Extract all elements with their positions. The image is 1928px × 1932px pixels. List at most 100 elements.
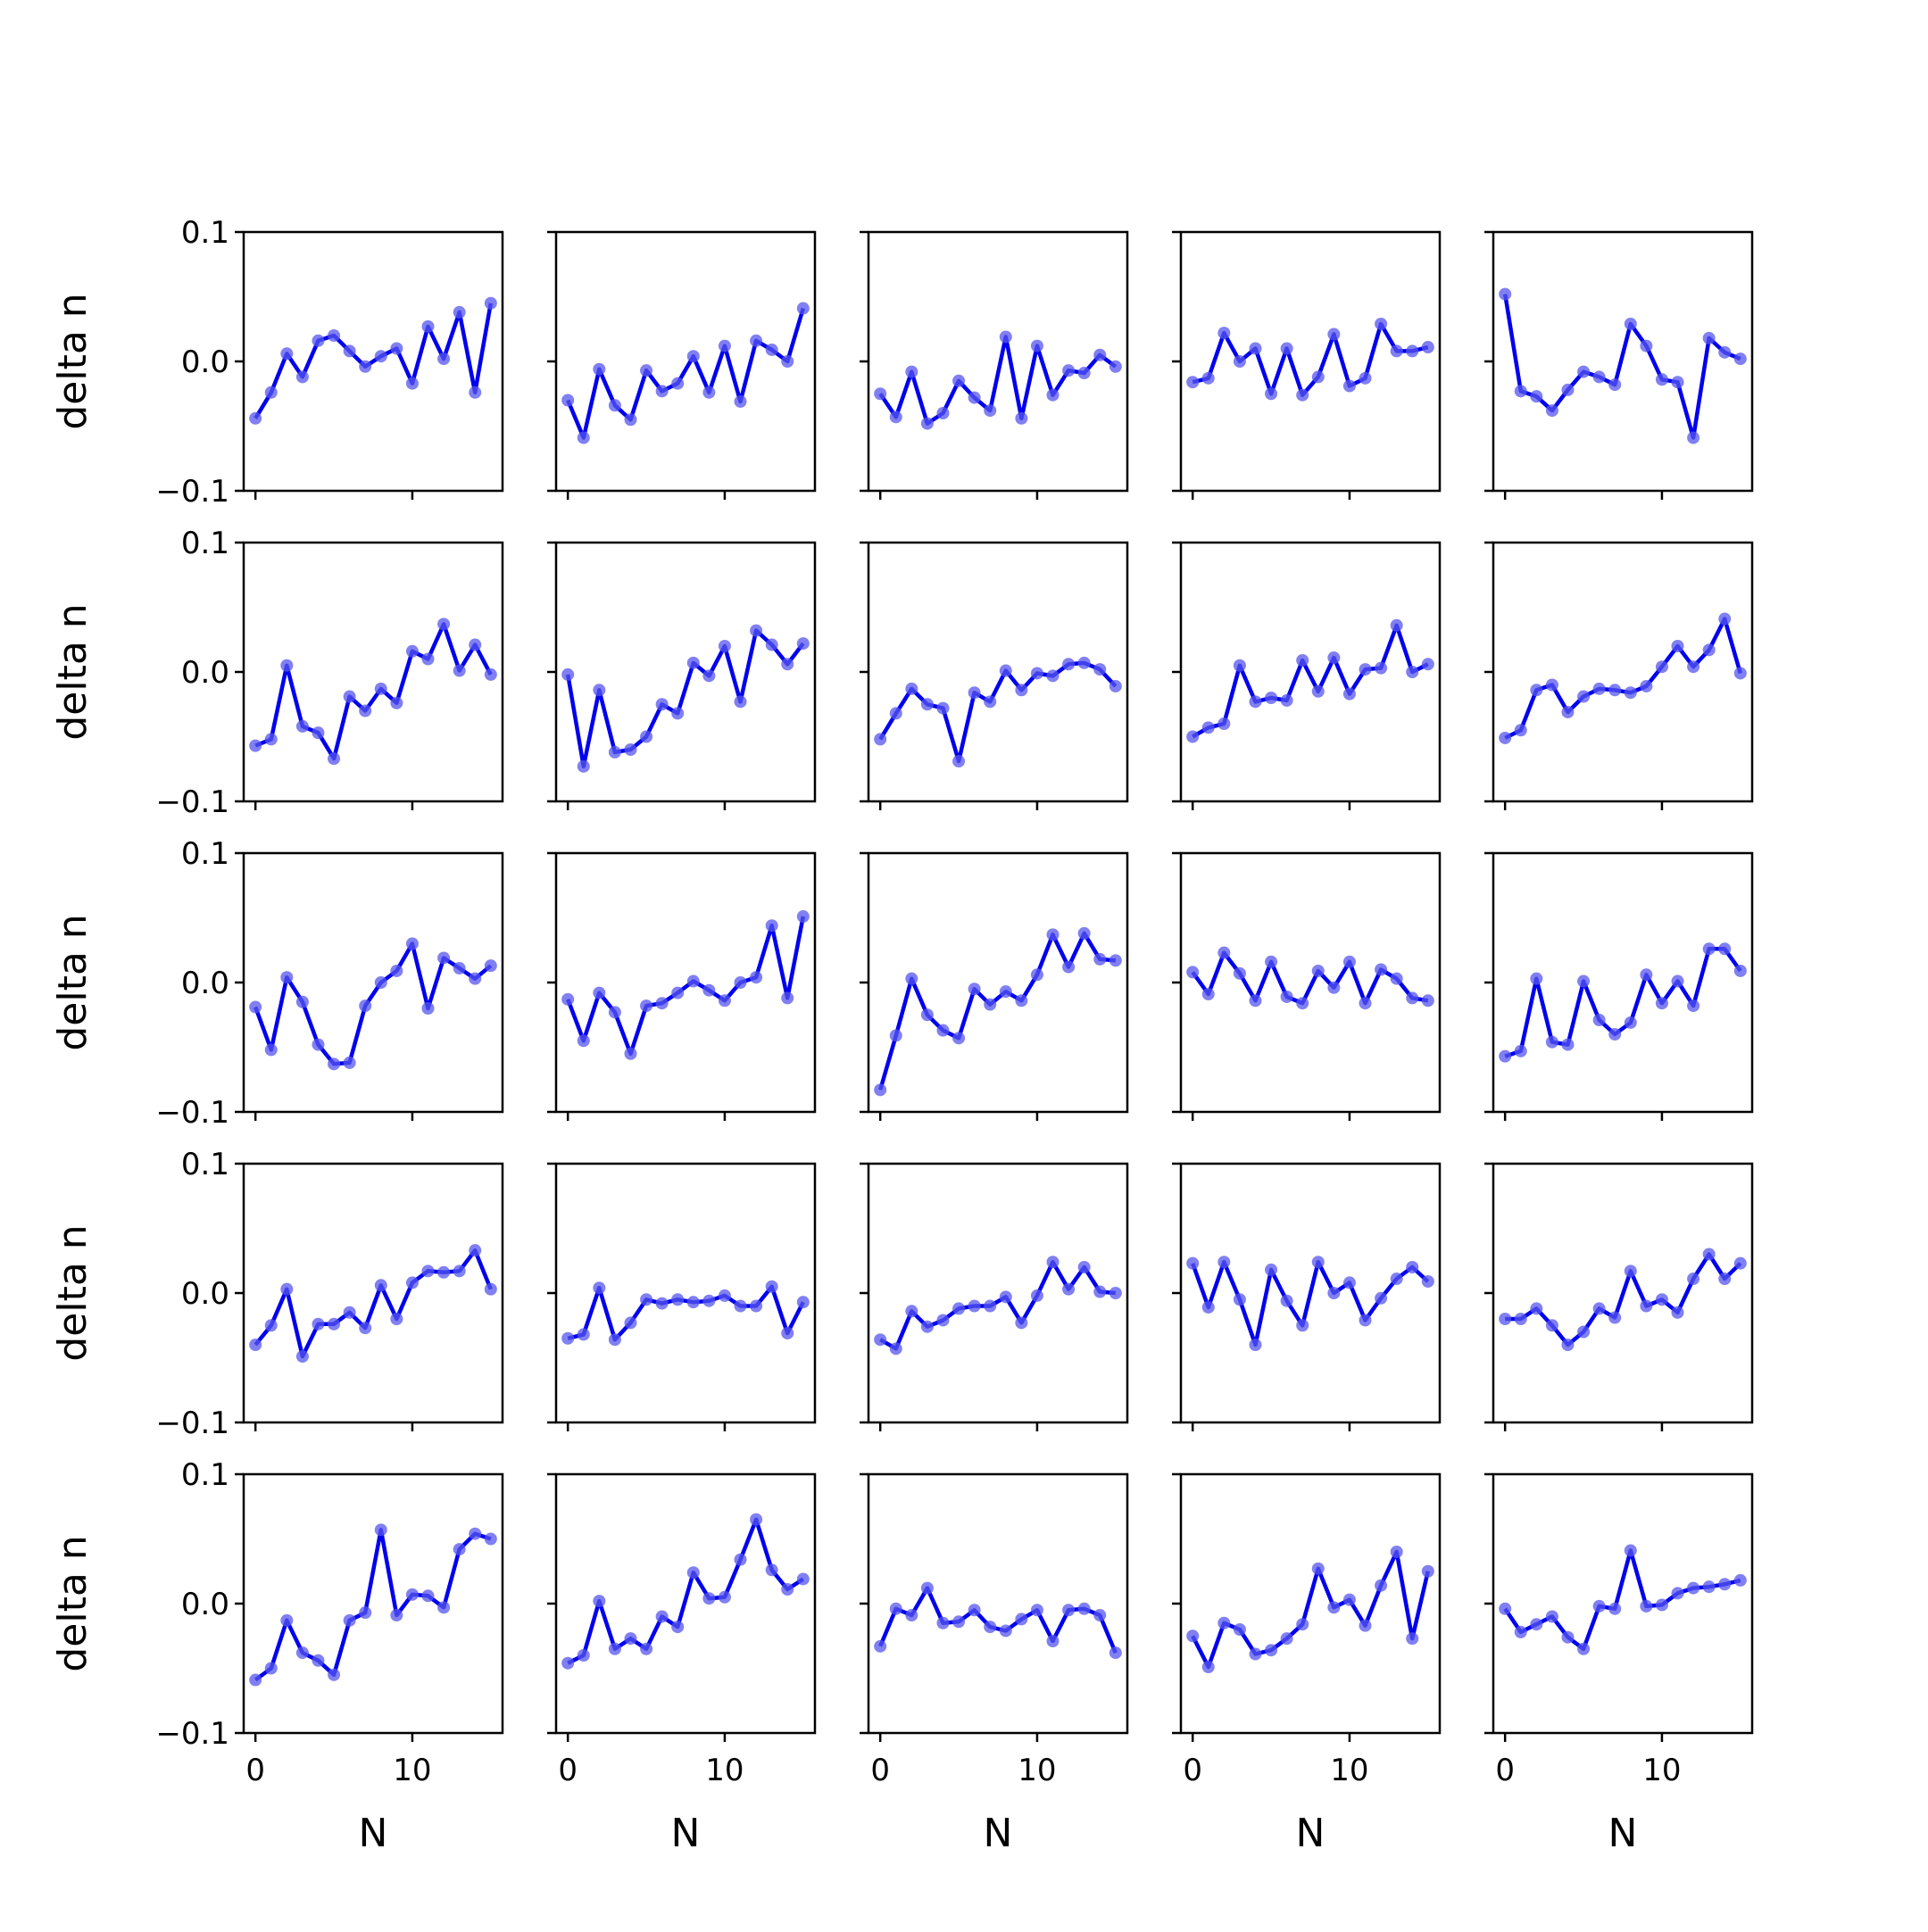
panel-r4-c1: −0.1 0.0 0.1 delta n: [50, 1147, 504, 1441]
data-point: [1296, 997, 1309, 1010]
data-point: [1093, 1285, 1107, 1298]
panel-r4-c5: [1484, 1162, 1754, 1431]
data-point: [1311, 370, 1325, 384]
data-point: [1608, 1602, 1622, 1615]
data-point: [1733, 352, 1747, 366]
data-point: [1046, 1635, 1060, 1648]
data-point: [1342, 379, 1356, 393]
data-point: [889, 410, 902, 424]
y-tick-label: 0.0: [181, 966, 229, 1001]
data-point: [1421, 1564, 1434, 1578]
data-point: [734, 695, 747, 709]
data-point: [1545, 678, 1558, 692]
data-point: [249, 739, 262, 752]
data-point: [640, 730, 653, 743]
data-point: [1109, 1646, 1122, 1660]
data-point: [1342, 687, 1356, 701]
axes-frame: [554, 541, 817, 803]
panel-r1-c4: [1172, 230, 1442, 500]
data-point: [1406, 344, 1419, 358]
data-point: [469, 638, 482, 651]
axes-frame: [867, 1162, 1129, 1424]
data-point: [1702, 331, 1716, 344]
data-point: [1390, 972, 1403, 985]
data-point: [1015, 684, 1028, 697]
data-point: [968, 1604, 981, 1617]
data-point: [1702, 643, 1716, 657]
y-tick-label: 0.1: [181, 1457, 229, 1493]
data-point: [968, 1299, 981, 1313]
data-point: [1577, 1642, 1591, 1655]
y-tick-label: 0.1: [181, 526, 229, 561]
data-point: [671, 1621, 685, 1634]
data-point: [437, 1601, 451, 1614]
data-point: [328, 1057, 341, 1071]
data-point: [952, 1032, 966, 1045]
data-point: [1640, 679, 1653, 692]
data-point: [765, 919, 778, 933]
data-point: [374, 682, 387, 695]
y-tick-label: −0.1: [155, 474, 229, 510]
data-point: [1671, 1587, 1684, 1600]
panel-r2-c2: [547, 541, 817, 810]
data-point: [968, 983, 981, 996]
data-point: [1046, 928, 1060, 941]
data-point: [1624, 1016, 1637, 1029]
data-point: [1718, 1578, 1732, 1591]
data-point: [1093, 1609, 1107, 1622]
data-point: [1077, 656, 1091, 669]
data-point: [984, 998, 997, 1011]
data-point: [1655, 1293, 1668, 1306]
data-point: [453, 1265, 466, 1278]
data-point: [1030, 339, 1043, 352]
axes-frame: [242, 851, 504, 1114]
data-point: [1265, 1263, 1278, 1276]
data-point: [1390, 1273, 1403, 1286]
series-line: [567, 1517, 805, 1665]
data-point: [1375, 661, 1388, 675]
data-point: [437, 1265, 451, 1279]
data-point: [390, 1609, 403, 1622]
panel-r5-c4: 0 10N: [1172, 1472, 1442, 1856]
data-point: [640, 1293, 653, 1306]
data-point: [874, 387, 887, 401]
data-point: [999, 1290, 1012, 1304]
data-point: [1233, 966, 1246, 980]
data-point: [1671, 974, 1684, 988]
data-point: [1577, 365, 1591, 378]
data-point: [280, 1282, 294, 1296]
data-point: [1733, 964, 1747, 977]
data-point: [905, 365, 918, 378]
data-point: [577, 1034, 590, 1048]
data-point: [374, 1523, 387, 1537]
data-point: [1265, 387, 1278, 401]
data-point: [1718, 1273, 1732, 1286]
series-line: [1192, 321, 1429, 397]
data-point: [1327, 1287, 1341, 1299]
data-point: [734, 976, 747, 989]
data-point: [905, 682, 918, 695]
data-point: [874, 1333, 887, 1347]
data-point: [1015, 994, 1028, 1007]
x-axis-label: N: [671, 1811, 701, 1856]
data-point: [1375, 1291, 1388, 1305]
data-point: [1311, 1562, 1325, 1575]
data-point: [1608, 684, 1622, 697]
data-point: [1062, 1282, 1076, 1296]
data-point: [405, 1276, 419, 1289]
data-point: [936, 701, 950, 715]
data-point: [1530, 390, 1543, 403]
data-point: [1186, 1256, 1200, 1270]
data-point: [905, 972, 918, 985]
data-point: [671, 1293, 685, 1306]
data-point: [765, 1563, 778, 1577]
data-point: [1733, 667, 1747, 680]
panel-r1-c2: [547, 230, 817, 500]
data-point: [671, 986, 685, 999]
data-point: [702, 1294, 716, 1307]
data-point: [671, 377, 685, 390]
series-line: [1504, 617, 1742, 740]
panel-r2-c3: [860, 541, 1129, 810]
data-point: [1733, 1256, 1747, 1270]
